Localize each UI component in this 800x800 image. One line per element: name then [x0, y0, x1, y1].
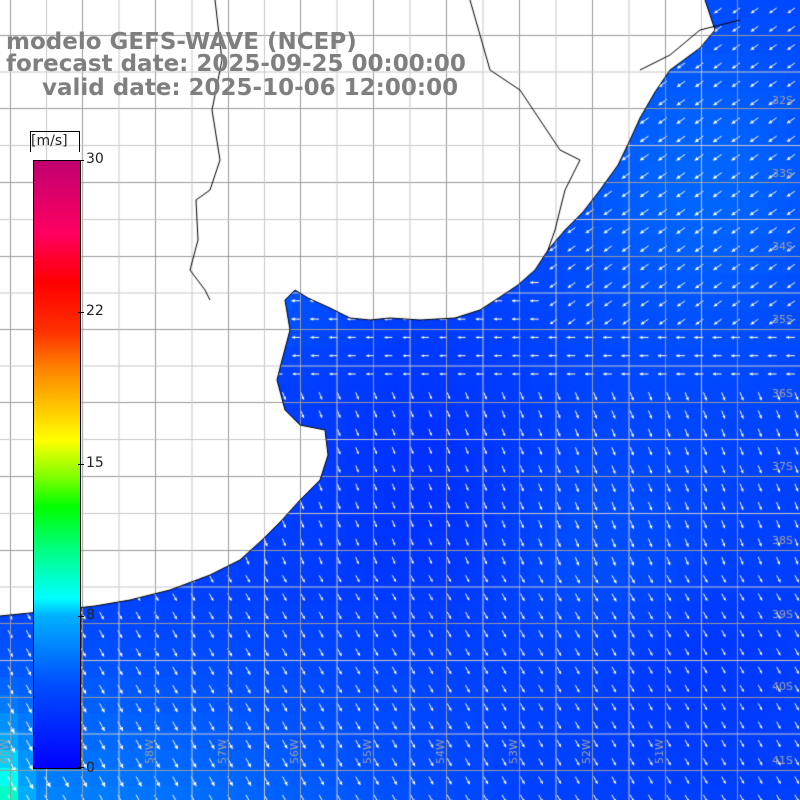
colorbar-tickmark: [78, 312, 84, 313]
forecast-date: forecast date: 2025-09-25 00:00:00: [6, 51, 466, 77]
valid-date: valid date: 2025-10-06 12:00:00: [42, 75, 459, 101]
colorbar-tickmark: [78, 767, 84, 768]
colorbar: [33, 160, 81, 769]
colorbar-tickmark: [78, 464, 84, 465]
colorbar-unit: [m/s]: [31, 133, 68, 149]
colorbar-tickmark: [78, 160, 84, 161]
colorbar-tick-30: 30: [86, 151, 104, 167]
colorbar-tick-0: 0: [86, 760, 95, 776]
colorbar-tick-8: 8: [86, 607, 95, 623]
model-title: modelo GEFS-WAVE (NCEP): [6, 29, 357, 55]
colorbar-unit-frame: [30, 131, 80, 152]
colorbar-tickmark: [78, 616, 84, 617]
colorbar-tick-22: 22: [86, 303, 104, 319]
colorbar-tick-15: 15: [86, 455, 104, 471]
